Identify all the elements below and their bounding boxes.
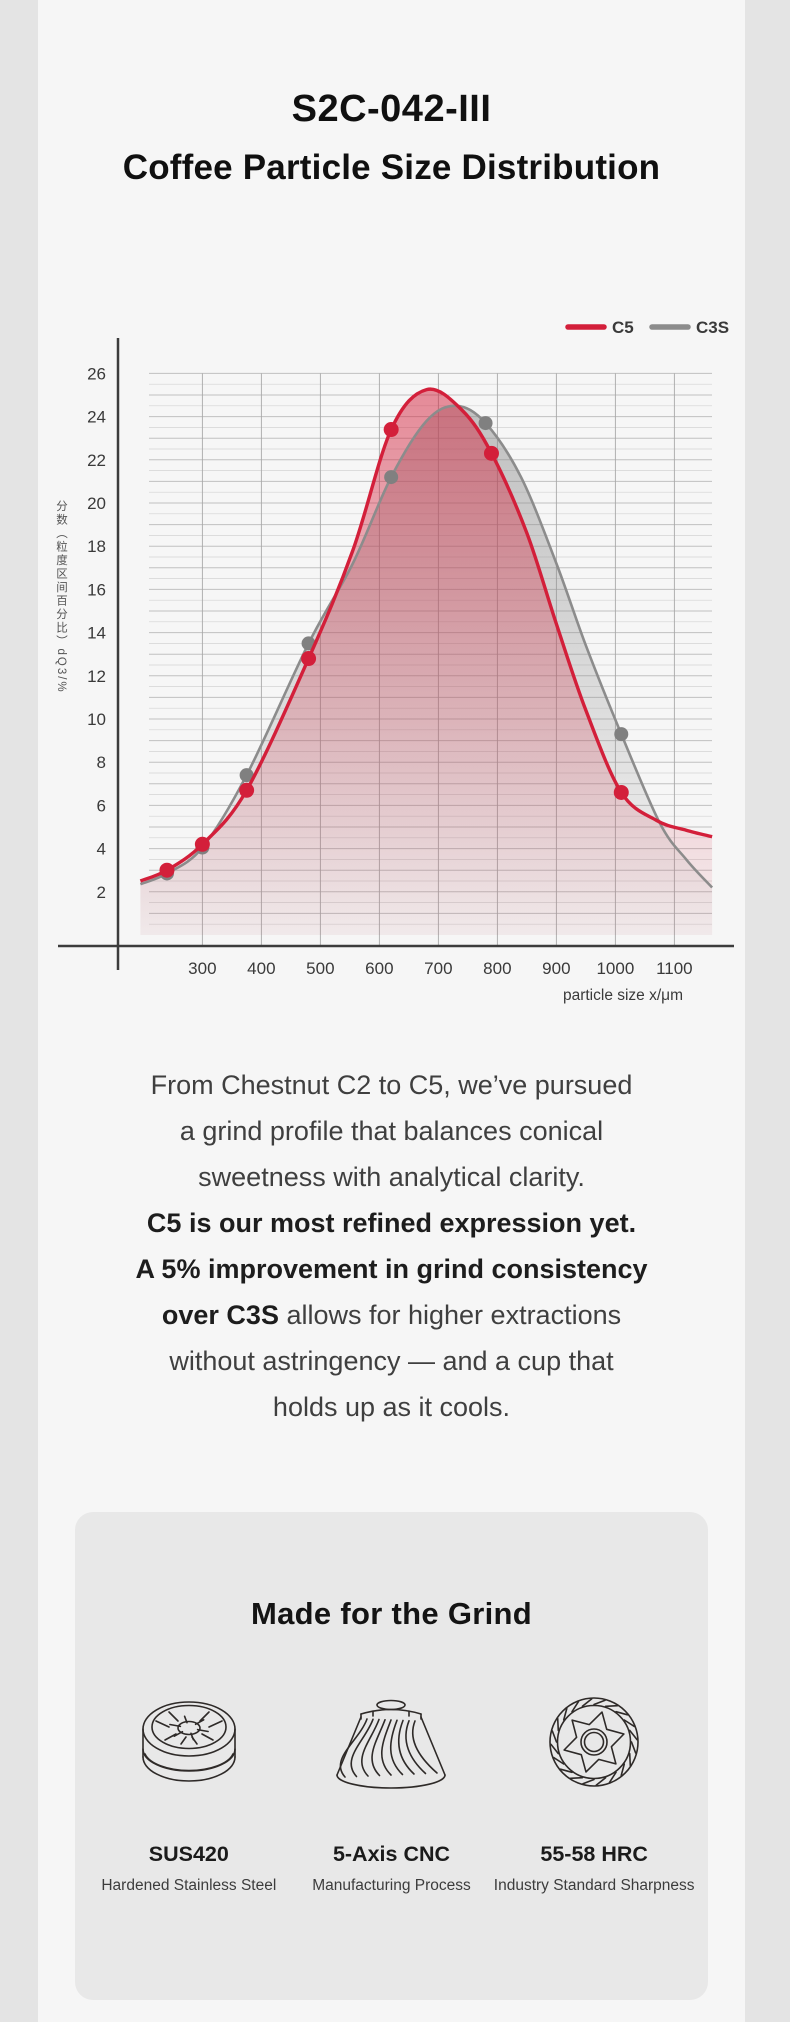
page-subtitle: Coffee Particle Size Distribution bbox=[122, 148, 661, 187]
spec-card-title: Made for the Grind bbox=[251, 1596, 532, 1631]
spec-title-material: SUS420 bbox=[148, 1842, 229, 1866]
svg-text:particle size x/μm: particle size x/μm bbox=[563, 987, 683, 1004]
psd-chart: 2 4 6 8 10 12 14 16 18 20 22 24 26 300 400 500 600 700 800… bbox=[48, 308, 738, 1008]
spec-card: Made for the Grind SUS420 Hardened Stain… bbox=[75, 1512, 708, 2000]
ring-burr-icon bbox=[142, 1701, 236, 1782]
svg-text:26: 26 bbox=[87, 364, 106, 383]
svg-text:22: 22 bbox=[87, 451, 106, 470]
copy-line: From Chestnut C2 to C5, we’ve pursued bbox=[150, 1070, 633, 1100]
flat-burr-icon bbox=[549, 1697, 639, 1787]
copy-line: holds up as it cools. bbox=[272, 1392, 511, 1422]
spec-column-material: SUS420 Hardened Stainless Steel bbox=[89, 1688, 289, 1895]
copy-line: sweetness with analytical clarity. bbox=[198, 1162, 585, 1192]
svg-text:20: 20 bbox=[87, 494, 106, 513]
svg-text:8: 8 bbox=[97, 753, 106, 772]
spec-subtitle-material: Hardened Stainless Steel bbox=[101, 1877, 277, 1894]
spec-subtitle-hardness: Industry Standard Sharpness bbox=[493, 1877, 695, 1894]
svg-text:600: 600 bbox=[365, 959, 393, 978]
spec-title-process: 5-Axis CNC bbox=[332, 1842, 451, 1866]
copy-line: without astringency — and a cup that bbox=[169, 1346, 614, 1376]
marketing-copy: From Chestnut C2 to C5, we’ve pursued a g… bbox=[38, 1062, 745, 1430]
svg-text:700: 700 bbox=[424, 959, 452, 978]
spec-column-hardness: 55-58 HRC Industry Standard Sharpness bbox=[493, 1688, 695, 1895]
svg-text:400: 400 bbox=[247, 959, 275, 978]
svg-text:10: 10 bbox=[87, 710, 106, 729]
svg-text:C3S: C3S bbox=[696, 318, 729, 337]
svg-text:C5: C5 bbox=[612, 318, 634, 337]
page-content: S2C-042-III Coffee Particle Size Distrib… bbox=[38, 0, 745, 2022]
svg-text:6: 6 bbox=[97, 796, 106, 815]
spec-row: SUS420 Hardened Stainless Steel 5-Axis C… bbox=[75, 1688, 708, 1895]
svg-text:1100: 1100 bbox=[656, 959, 693, 978]
svg-text:500: 500 bbox=[306, 959, 334, 978]
svg-text:4: 4 bbox=[97, 840, 106, 859]
svg-text:18: 18 bbox=[87, 537, 106, 556]
spec-subtitle-process: Manufacturing Process bbox=[312, 1877, 471, 1894]
svg-text:300: 300 bbox=[188, 959, 216, 978]
spec-title-hardness: 55-58 HRC bbox=[540, 1842, 648, 1866]
svg-text:1000: 1000 bbox=[596, 959, 634, 978]
svg-text:2: 2 bbox=[97, 883, 106, 902]
svg-text:14: 14 bbox=[87, 624, 106, 643]
page-title: S2C-042-III bbox=[291, 88, 492, 130]
svg-text:900: 900 bbox=[542, 959, 570, 978]
copy-line: a grind profile that balances conical bbox=[179, 1116, 604, 1146]
svg-text:16: 16 bbox=[87, 580, 106, 599]
svg-text:12: 12 bbox=[87, 667, 106, 686]
spec-column-process: 5-Axis CNC Manufacturing Process bbox=[292, 1688, 492, 1895]
svg-text:800: 800 bbox=[483, 959, 511, 978]
copy-line: over C3S allows for higher extractions bbox=[161, 1300, 622, 1330]
y-axis-title-unit: dQ3/% bbox=[55, 648, 67, 694]
conical-burr-icon bbox=[336, 1699, 447, 1789]
y-axis-title-cjk: 分数（粒度区间百分比） bbox=[55, 500, 67, 649]
svg-text:24: 24 bbox=[87, 408, 106, 427]
copy-line: A 5% improvement in grind consistency bbox=[135, 1254, 648, 1284]
y-axis-title: 分数（粒度区间百分比）dQ3/% bbox=[54, 500, 68, 694]
copy-line: C5 is our most refined expression yet. bbox=[146, 1208, 637, 1238]
